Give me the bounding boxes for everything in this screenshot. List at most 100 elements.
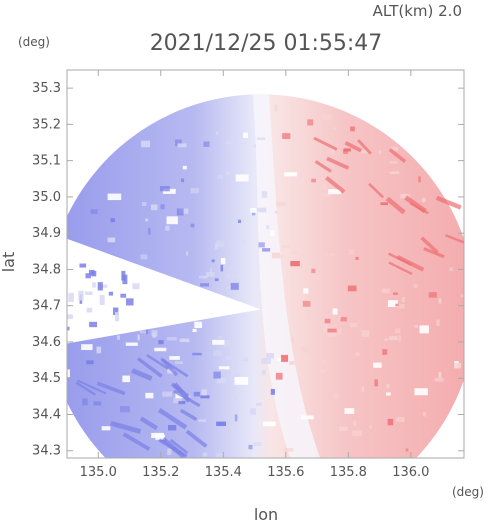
speckle [253, 144, 257, 148]
speckle [203, 141, 210, 147]
speckle [159, 186, 170, 192]
speckle [88, 269, 95, 276]
speckle [79, 263, 87, 268]
speckle [173, 397, 182, 404]
speckle [89, 321, 98, 328]
speckle [318, 503, 323, 506]
speckle [82, 398, 88, 406]
speckle [327, 328, 337, 333]
speckle [303, 288, 309, 294]
speckle [340, 316, 347, 322]
streak [313, 136, 338, 151]
speckle [132, 283, 140, 290]
speckle [322, 183, 327, 191]
speckle [92, 282, 96, 288]
speckle [320, 324, 329, 330]
speckle [179, 338, 190, 343]
speckle [155, 434, 165, 440]
speckle [347, 285, 357, 292]
streak [325, 176, 346, 194]
chart-subtitle: ALT(km) 2.0 [373, 2, 462, 20]
speckle [242, 240, 245, 244]
speckle [203, 275, 206, 279]
speckle [390, 146, 399, 151]
speckle [421, 197, 426, 203]
streak [161, 437, 186, 458]
speckle [248, 444, 253, 450]
speckle [275, 372, 283, 380]
speckle [318, 369, 326, 374]
speckle [235, 174, 249, 182]
speckle [86, 360, 94, 365]
streak [131, 368, 153, 381]
y-tick-label: 34.3 [32, 444, 61, 459]
speckle [373, 362, 382, 368]
speckle [428, 292, 437, 298]
speckle [150, 204, 158, 211]
speckle [108, 291, 114, 296]
streak [157, 408, 188, 430]
y-tick-label: 34.5 [32, 371, 61, 386]
speckle [261, 370, 266, 375]
y-tick-label: 35.1 [32, 154, 61, 169]
speckle [305, 314, 314, 322]
velocity-field [67, 94, 464, 506]
speckle [148, 228, 151, 235]
speckle [262, 248, 271, 252]
speckle [300, 265, 304, 268]
speckle [167, 448, 172, 455]
streak [388, 261, 413, 276]
speckle [141, 140, 150, 148]
speckle [361, 386, 365, 392]
speckle [413, 284, 418, 288]
speckle [382, 349, 388, 355]
x-tick-label: 135.4 [205, 465, 242, 480]
speckle [460, 294, 464, 298]
speckle [199, 275, 208, 279]
speckle [223, 340, 232, 347]
speckle [270, 230, 275, 236]
speckle [384, 338, 388, 341]
speckle [261, 357, 271, 365]
speckle [266, 353, 274, 359]
speckle [438, 298, 442, 304]
speckle [178, 400, 186, 405]
speckle [214, 278, 219, 282]
speckle [449, 267, 453, 272]
speckle [186, 251, 189, 256]
speckle [395, 303, 399, 307]
speckle [215, 452, 224, 458]
speckle [126, 298, 134, 306]
x-tick-label: 135.0 [80, 465, 117, 480]
speckle [355, 256, 359, 260]
speckle [96, 346, 102, 354]
speckle [179, 208, 189, 214]
speckle [290, 261, 300, 267]
speckle [206, 272, 215, 277]
streak [96, 381, 126, 396]
speckle [85, 273, 91, 279]
speckle [237, 219, 242, 224]
speckle [300, 346, 311, 353]
speckle [332, 127, 337, 130]
speckle [301, 415, 314, 420]
speckle [398, 335, 401, 342]
y-tick-label: 34.4 [32, 407, 61, 422]
speckle [115, 312, 119, 322]
speckle [311, 268, 316, 274]
speckle [352, 430, 362, 437]
y-axis: 34.3 34.4 34.5 34.6 34.7 34.8 34.9 35.0 35.1 35.2… [32, 81, 464, 459]
speckle [67, 326, 70, 331]
streak [110, 420, 142, 434]
speckle [201, 389, 207, 396]
speckle [137, 334, 140, 341]
speckle [158, 340, 164, 345]
speckle [434, 377, 444, 382]
streak [314, 160, 332, 173]
speckle [400, 193, 411, 199]
speckle [182, 165, 187, 170]
speckle [230, 367, 234, 375]
speckle [112, 307, 119, 315]
y-tick-label: 34.7 [32, 299, 61, 314]
speckle [122, 375, 130, 383]
